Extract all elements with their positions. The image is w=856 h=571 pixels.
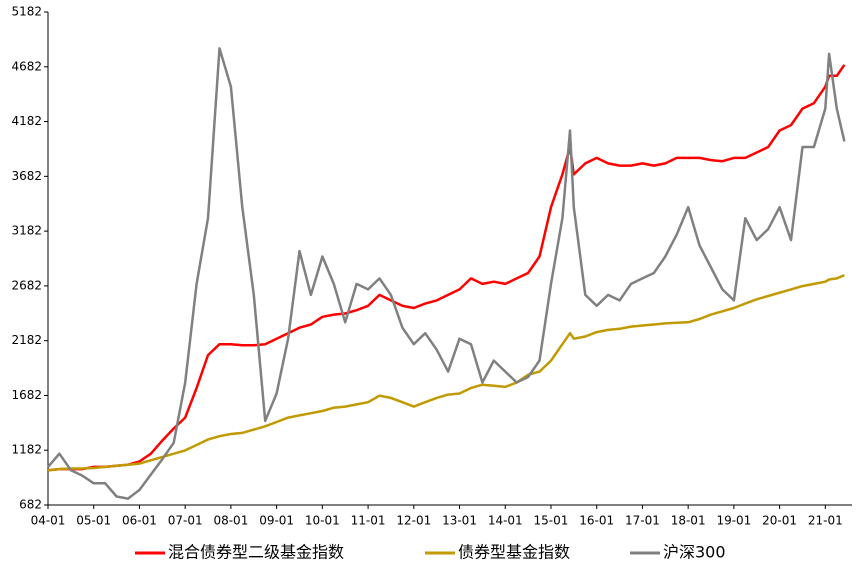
x-tick-label: 10-01 — [305, 514, 340, 528]
y-tick-label: 2182 — [11, 333, 42, 347]
x-tick-label: 06-01 — [122, 514, 157, 528]
x-tick-label: 19-01 — [716, 514, 751, 528]
x-tick-label: 17-01 — [625, 514, 660, 528]
y-tick-label: 1182 — [11, 443, 42, 457]
y-tick-label: 4182 — [11, 114, 42, 128]
x-tick-label: 09-01 — [259, 514, 294, 528]
x-tick-label: 13-01 — [442, 514, 477, 528]
series-line — [47, 64, 846, 472]
y-tick-label: 1682 — [11, 388, 42, 402]
x-tick-label: 08-01 — [213, 514, 248, 528]
x-tick-label: 11-01 — [351, 514, 386, 528]
y-tick-label: 3682 — [11, 169, 42, 183]
y-tick-label: 682 — [19, 498, 42, 512]
x-tick-label: 07-01 — [168, 514, 203, 528]
legend-label: 债券型基金指数 — [458, 543, 570, 562]
x-tick-label: 16-01 — [579, 514, 614, 528]
x-tick-label: 20-01 — [762, 514, 797, 528]
series-line — [47, 47, 846, 500]
y-tick-label: 4682 — [11, 59, 42, 73]
x-tick-label: 21-01 — [808, 514, 843, 528]
series-line — [47, 274, 845, 472]
x-tick-label: 14-01 — [488, 514, 523, 528]
y-tick-label: 5182 — [11, 5, 42, 19]
x-tick-label: 15-01 — [534, 514, 569, 528]
x-tick-label: 04-01 — [31, 514, 66, 528]
y-tick-label: 2682 — [11, 278, 42, 292]
legend-label: 沪深300 — [663, 543, 726, 562]
x-tick-label: 18-01 — [671, 514, 706, 528]
y-tick-label: 3182 — [11, 224, 42, 238]
x-tick-label: 05-01 — [76, 514, 111, 528]
legend-label: 混合债券型二级基金指数 — [168, 543, 344, 562]
x-tick-label: 12-01 — [396, 514, 431, 528]
